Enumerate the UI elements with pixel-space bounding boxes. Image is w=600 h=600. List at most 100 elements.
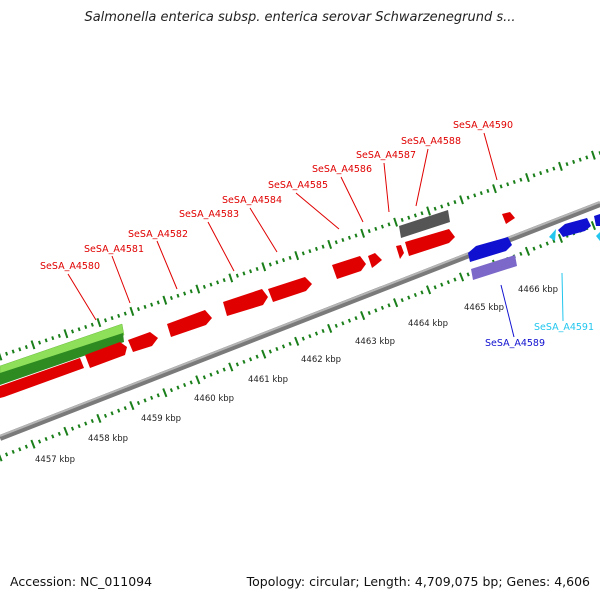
gene-label[interactable]: SeSA_A4591 (534, 322, 594, 333)
outer-tick-minor (314, 246, 319, 251)
inner-tick-major (360, 311, 366, 321)
outer-tick-major (591, 150, 596, 160)
gene-arrow-SeSA_A4584[interactable] (223, 289, 268, 316)
outer-tick-minor (18, 347, 22, 352)
outer-tick-minor (512, 179, 516, 185)
inner-tick-minor (354, 316, 358, 321)
outer-tick-minor (57, 333, 61, 338)
gene-arrow-SeSA_A4590[interactable] (502, 212, 515, 224)
outer-tick-major (63, 329, 69, 339)
label-leader-lines (67, 132, 564, 338)
gene-arrow-blue-2[interactable] (558, 218, 591, 237)
gene-label[interactable]: SeSA_A4583 (179, 209, 239, 220)
inner-tick-major (557, 233, 564, 243)
outer-tick-major (426, 206, 431, 216)
outer-tick-minor (176, 293, 180, 298)
gene-label[interactable]: SeSA_A4590 (453, 120, 513, 131)
gene-label[interactable]: SeSA_A4589 (485, 338, 545, 349)
inner-tick-minor (255, 354, 259, 359)
gene-label[interactable]: SeSA_A4587 (356, 150, 416, 161)
inner-tick-major (524, 246, 531, 256)
inner-tick-minor (347, 318, 352, 323)
gene-arrow-blue-3[interactable] (594, 214, 600, 226)
inner-tick-minor (51, 434, 55, 439)
rna-gene-arrow[interactable] (471, 255, 517, 280)
gene-label[interactable]: SeSA_A4586 (312, 164, 372, 175)
gene-label[interactable]: SeSA_A4582 (128, 229, 188, 240)
outer-tick-minor (400, 217, 404, 222)
outer-tick-minor (77, 327, 81, 332)
outer-tick-minor (519, 177, 523, 182)
genome-summary-text: Topology: circular; Length: 4,709,075 bp… (246, 574, 590, 589)
inner-tick-minor (275, 346, 279, 352)
outer-tick-major (162, 295, 168, 305)
genome-map[interactable]: 4457 kbp 4458 kbp 4459 kbp 4460 kbp 4461 kbp… (0, 0, 600, 560)
leader-line (561, 272, 564, 322)
outer-tick-minor (255, 266, 259, 272)
outer-tick-minor (499, 184, 503, 189)
leader-line (500, 284, 515, 338)
outer-tick-minor (103, 318, 108, 323)
gene-arrow-SeSA_A4581[interactable] (85, 342, 127, 368)
gene-arrow-SeSA_A4588[interactable] (405, 229, 455, 256)
inner-tick-minor (24, 444, 28, 449)
gene-arrow-SeSA_A4583[interactable] (167, 310, 212, 337)
outer-tick-minor (552, 166, 556, 171)
gene-arrow-SeSA_A4586[interactable] (332, 256, 366, 279)
gene-label[interactable]: SeSA_A4588 (401, 136, 461, 147)
outer-tick-minor (156, 300, 160, 305)
outer-tick-minor (84, 324, 88, 330)
gene-arrow-SeSA_A4580[interactable] (0, 358, 84, 398)
inner-tick-minor (189, 380, 193, 385)
inner-tick-minor (5, 452, 9, 457)
inner-tick-minor (235, 362, 239, 367)
inner-tick-minor (57, 431, 61, 436)
outer-tick-minor (117, 313, 121, 318)
gene-arrow-SeSA_A4585[interactable] (268, 277, 312, 302)
outer-tick-minor (222, 278, 226, 283)
gene-arrow-SeSA_A4591[interactable] (549, 229, 556, 241)
gene-arrow-SeSA_A4589[interactable] (468, 237, 512, 262)
outer-tick-minor (387, 222, 391, 227)
inner-tick-minor (440, 282, 444, 287)
leader-line (156, 240, 178, 290)
inner-tick-minor (532, 246, 536, 251)
inner-tick-major (96, 413, 102, 423)
outer-tick-minor (235, 273, 239, 278)
gene-label[interactable]: SeSA_A4580 (40, 261, 100, 272)
pseudo-gene-arrow[interactable] (399, 210, 450, 238)
inner-tick-major (162, 388, 168, 398)
outer-tick-minor (433, 206, 437, 211)
outer-tick-minor (321, 244, 325, 249)
gene-arrow-SeSA_A4582[interactable] (128, 332, 158, 352)
leader-line (295, 192, 340, 230)
gene-arrow-SeSA_A4588-a[interactable] (396, 245, 404, 259)
inner-tick-minor (321, 328, 325, 334)
outer-tick-minor (486, 188, 490, 193)
inner-tick-minor (341, 321, 345, 326)
inner-tick-minor (413, 292, 417, 298)
outer-tick-minor (446, 202, 450, 207)
inner-tick-minor (466, 272, 470, 277)
outer-tick-minor (367, 229, 371, 234)
outer-tick-minor (374, 226, 378, 231)
gene-arrow-SeSA_A4587[interactable] (368, 253, 382, 268)
inner-tick-minor (136, 400, 141, 406)
gene-label[interactable]: SeSA_A4585 (268, 180, 328, 191)
leader-line (483, 132, 498, 181)
inner-tick-minor (110, 411, 114, 416)
gene-arrow-cyan-2[interactable] (596, 232, 600, 241)
outer-tick-minor (413, 213, 417, 218)
outer-tick-minor (578, 157, 582, 162)
leader-line (415, 148, 429, 207)
outer-tick-minor (242, 271, 246, 276)
outer-tick-minor (5, 351, 9, 356)
outer-tick-minor (453, 200, 457, 205)
inner-tick-minor (77, 424, 81, 429)
inner-tick-minor (117, 408, 121, 413)
outer-tick-minor (268, 262, 272, 267)
inner-tick-minor (169, 388, 174, 393)
gene-label[interactable]: SeSA_A4584 (222, 195, 282, 206)
inner-tick-minor (519, 251, 523, 256)
gene-label[interactable]: SeSA_A4581 (84, 244, 144, 255)
